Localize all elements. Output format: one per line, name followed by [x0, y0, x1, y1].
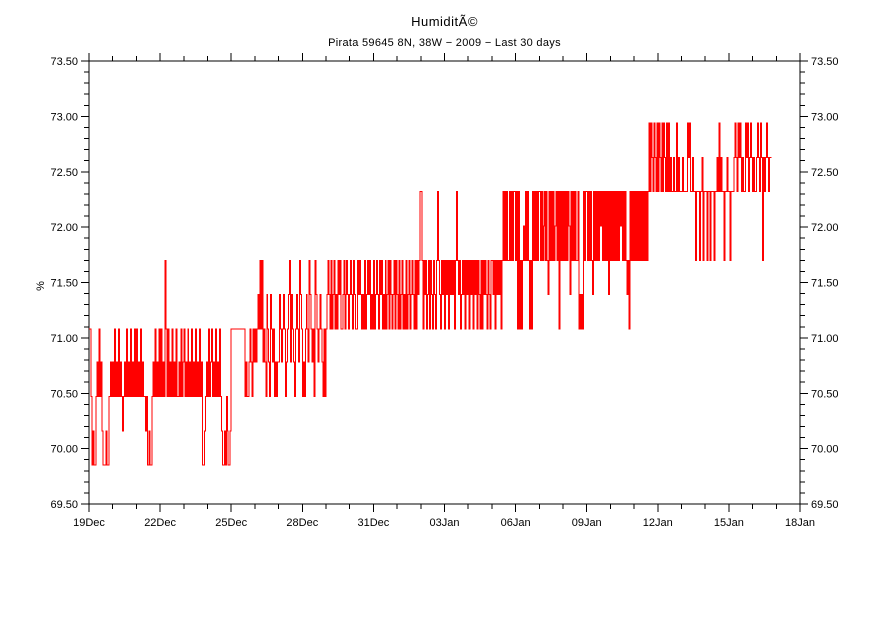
- x-axis-label: 19Dec: [73, 517, 105, 529]
- x-axis-label: 18Jan: [785, 517, 815, 529]
- y-axis-label-right: 73.00: [811, 111, 839, 123]
- y-axis-label-left: 70.50: [50, 388, 78, 400]
- x-axis-label: 09Jan: [572, 517, 602, 529]
- y-axis-label-right: 71.00: [811, 333, 839, 345]
- y-axis-label-left: 70.00: [50, 444, 78, 456]
- y-axis-label-left: 73.00: [50, 111, 78, 123]
- axis-tick-labels: 69.50 69.50 70.00 70.00 70.50 70.50 71.00 71.00…: [35, 56, 839, 529]
- x-axis-label: 03Jan: [430, 517, 460, 529]
- axis-ticks: [81, 53, 808, 512]
- x-axis-label: 22Dec: [144, 517, 176, 529]
- y-axis-label-right: 72.50: [811, 167, 839, 179]
- y-axis-label-right: 72.00: [811, 222, 839, 234]
- chart-subtitle: Pirata 59645 8N, 38W − 2009 − Last 30 da…: [328, 37, 561, 49]
- y-axis-label-right: 71.50: [811, 278, 839, 290]
- y-axis-label-right: 69.50: [811, 499, 839, 511]
- humidity-series-line: [89, 122, 772, 466]
- chart-title: HumiditÃ©: [411, 14, 478, 29]
- y-axis-label-left: 73.50: [50, 56, 78, 68]
- y-axis-label-right: 70.50: [811, 388, 839, 400]
- y-axis-title: %: [35, 281, 47, 291]
- y-axis-label-left: 71.50: [50, 278, 78, 290]
- y-axis-label-left: 72.50: [50, 167, 78, 179]
- x-axis-label: 12Jan: [643, 517, 673, 529]
- y-axis-label-left: 71.00: [50, 333, 78, 345]
- x-axis-label: 25Dec: [215, 517, 247, 529]
- y-axis-label-left: 72.00: [50, 222, 78, 234]
- x-axis-label: 06Jan: [501, 517, 531, 529]
- y-axis-label-right: 73.50: [811, 56, 839, 68]
- x-axis-label: 28Dec: [286, 517, 318, 529]
- y-axis-label-right: 70.00: [811, 444, 839, 456]
- y-axis-label-left: 69.50: [50, 499, 78, 511]
- x-axis-label: 15Jan: [714, 517, 744, 529]
- x-axis-label: 31Dec: [358, 517, 390, 529]
